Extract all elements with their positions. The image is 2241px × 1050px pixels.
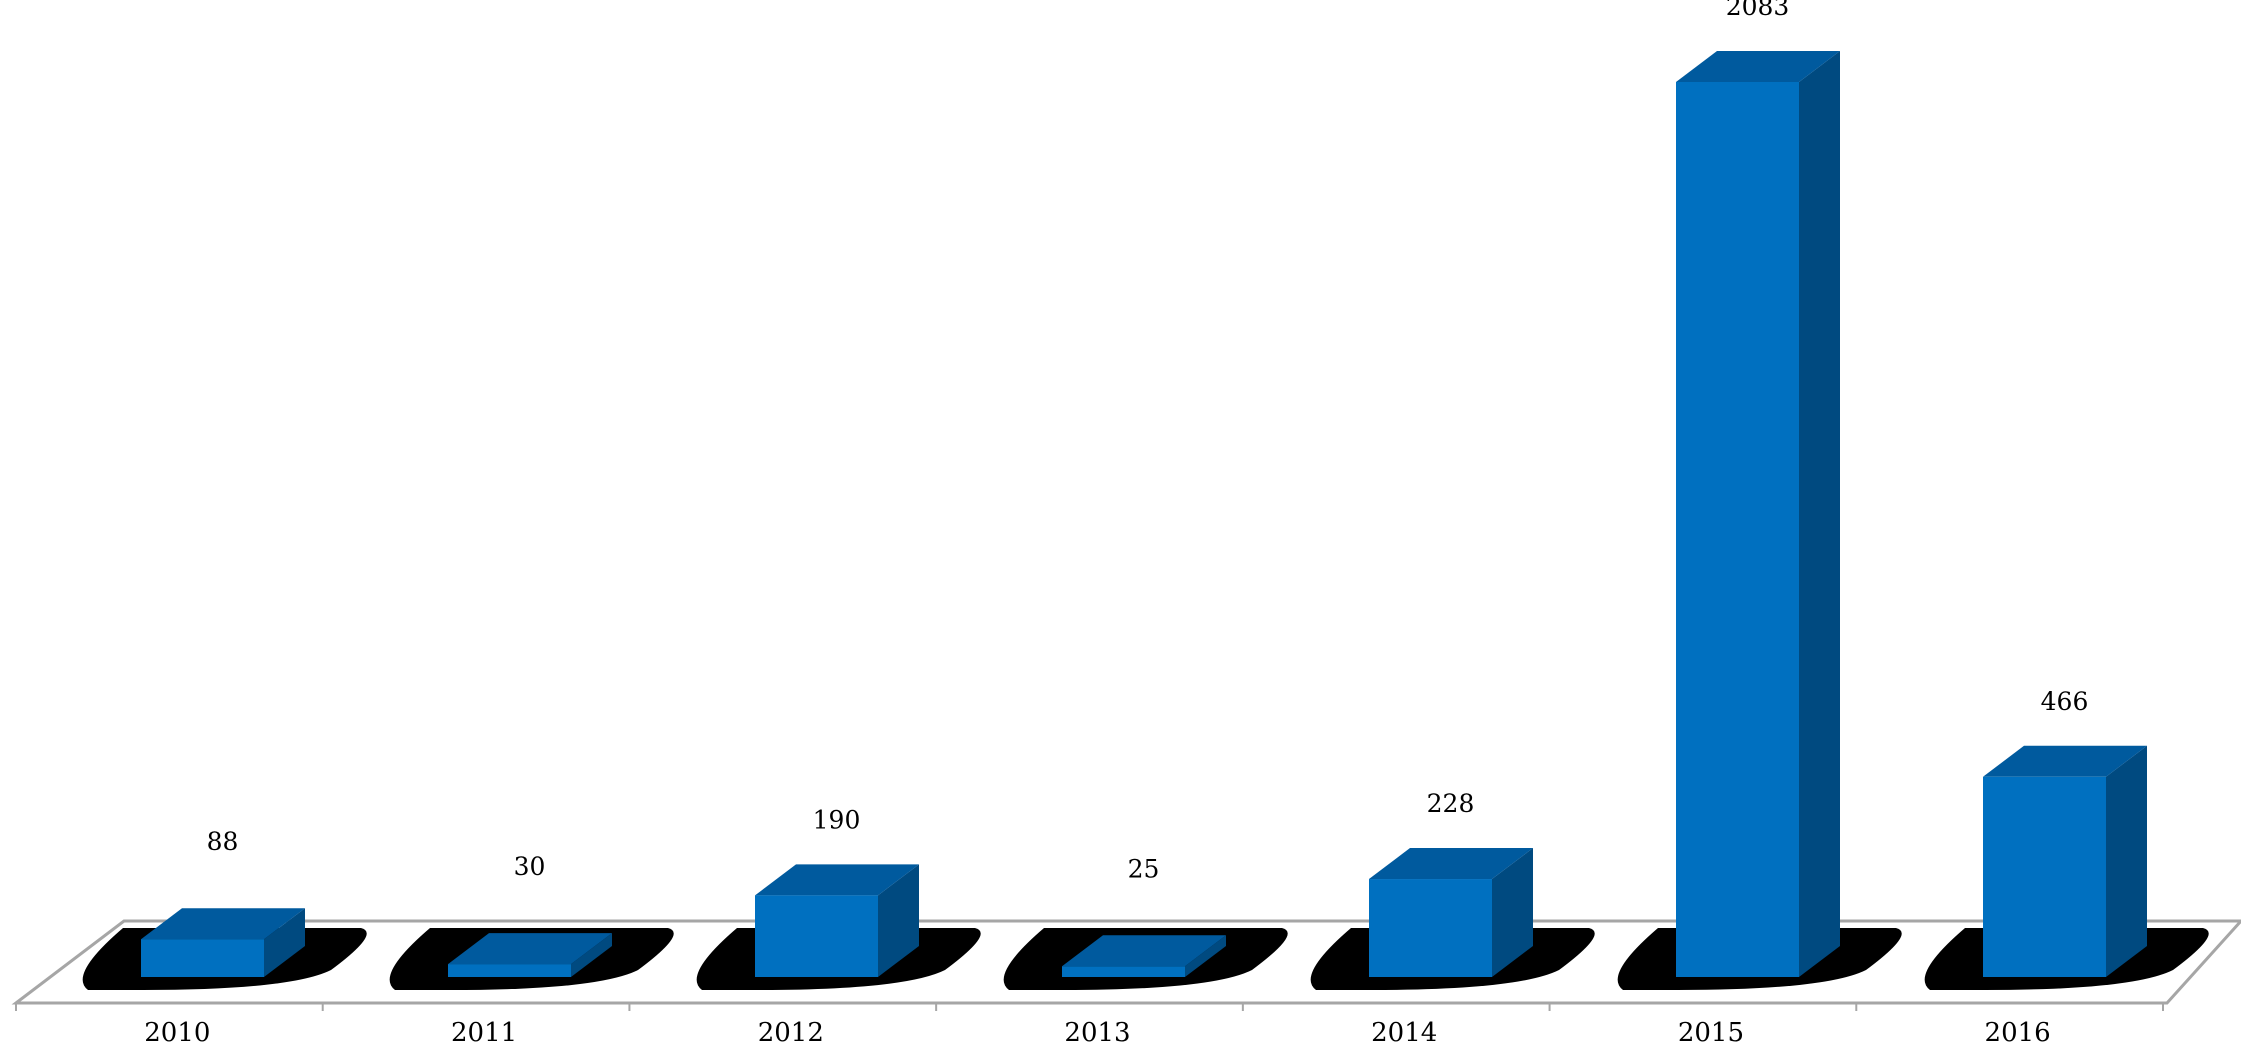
bar-top-2016	[1983, 745, 2147, 777]
bar-side-2015	[1799, 51, 1840, 977]
data-label-2015: 2083	[1726, 0, 1790, 21]
bar-2013	[1062, 966, 1185, 977]
x-tick-label-2015: 2015	[1678, 1018, 1744, 1045]
data-labels: 88 30 190 25 228 2083 466	[207, 0, 2089, 883]
bar-side-2014	[1492, 848, 1533, 977]
x-tick-label-2014: 2014	[1371, 1018, 1437, 1045]
bar-top-2011	[448, 933, 612, 965]
data-label-2013: 25	[1128, 854, 1160, 883]
x-tick-label-2016: 2016	[1985, 1018, 2051, 1045]
bar-2011	[448, 964, 571, 977]
x-tick-label-2011: 2011	[451, 1018, 517, 1045]
bars	[141, 51, 2147, 977]
bar-2016	[1983, 776, 2106, 977]
bar-2014	[1369, 879, 1492, 977]
bar-side-2016	[2106, 745, 2147, 977]
bar-top-2014	[1369, 848, 1533, 880]
bar-top-2013	[1062, 935, 1226, 967]
bar-side-2012	[878, 864, 919, 977]
x-tick-label-2012: 2012	[758, 1018, 824, 1045]
bar-side-2011	[571, 933, 612, 977]
x-tick-label-2013: 2013	[1064, 1018, 1130, 1045]
data-label-2016: 466	[2041, 687, 2089, 716]
bar-side-2013	[1185, 935, 1226, 977]
x-tick-label-2010: 2010	[144, 1018, 210, 1045]
data-label-2011: 30	[514, 852, 546, 881]
bar-top-2010	[141, 908, 305, 940]
bar-2015	[1676, 82, 1799, 977]
bar-top-2012	[755, 864, 919, 896]
data-label-2010: 88	[207, 827, 239, 856]
data-label-2012: 190	[813, 805, 861, 834]
bar-side-2010	[264, 908, 305, 977]
bar-2012	[755, 895, 878, 977]
data-label-2014: 228	[1427, 789, 1475, 818]
x-axis-ticks: 2010 2011 2012 2013 2014 2015 2016	[144, 1018, 2051, 1048]
bar-top-2015	[1676, 51, 1840, 82]
bar-2010	[141, 939, 264, 977]
